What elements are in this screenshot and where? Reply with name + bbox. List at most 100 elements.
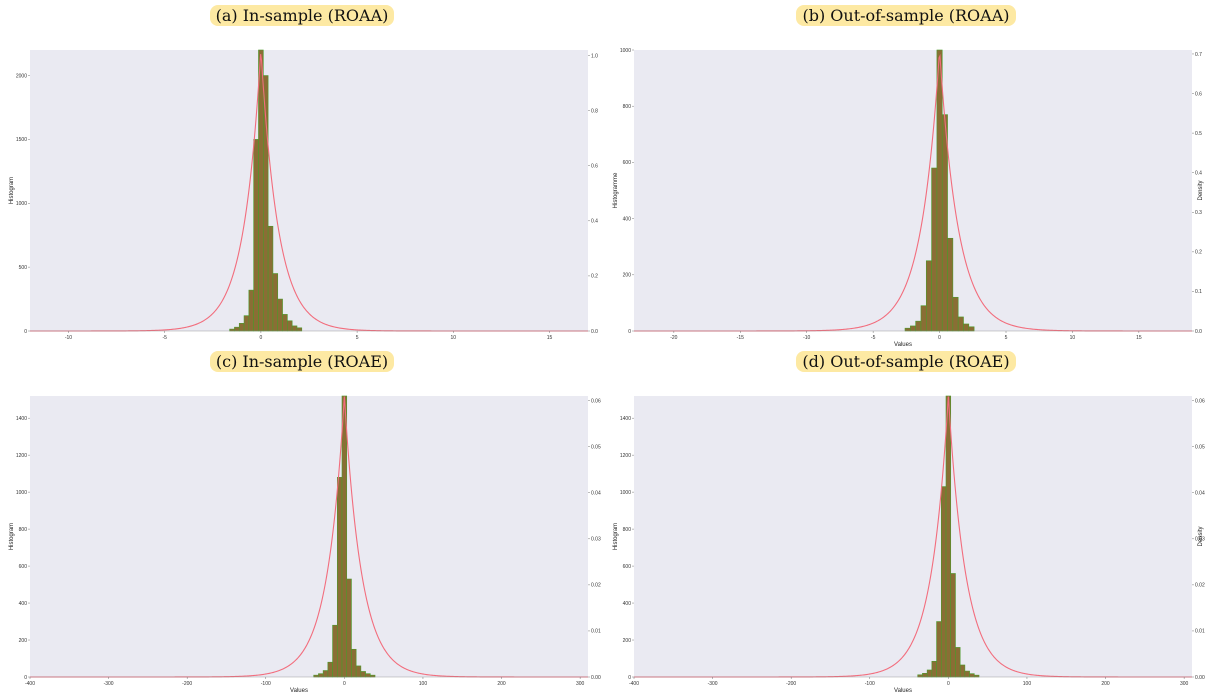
y-tick-label: 1000: [16, 490, 27, 496]
y2-tick-label: 0.0: [1195, 329, 1202, 335]
y-axis-label: Histogram: [9, 177, 15, 204]
plot-area: [634, 396, 1192, 677]
x-axis-label: Values: [290, 688, 308, 692]
y2-tick-label: 1.0: [591, 53, 598, 59]
panel-d: (d) Out-of-sample (ROAE) -400 -300 -200 -10…: [604, 346, 1208, 692]
x-axis-label: Values: [894, 342, 912, 346]
x-axis-label: Values: [894, 688, 912, 692]
x-tick-label: -100: [865, 681, 875, 687]
y-axis-label: Histogram: [9, 523, 15, 550]
y-tick-label: 400: [623, 216, 632, 222]
histogram-bar-7: [950, 573, 956, 678]
x-tick-label: -20: [670, 335, 677, 341]
histogram-bar-2: [926, 669, 933, 678]
y-tick-label: 1400: [16, 416, 27, 422]
y-tick-label: 400: [19, 601, 28, 607]
caption-d: (d) Out-of-sample (ROAE): [796, 351, 1016, 372]
y-tick-label: 600: [623, 160, 632, 166]
x-tick-label: -5: [871, 335, 876, 341]
y2-tick-label: 0.4: [1195, 170, 1202, 176]
x-tick-label: 0: [947, 681, 950, 687]
y2-tick-label: 0.7: [1195, 52, 1202, 58]
y-tick-label: 2000: [16, 73, 27, 79]
y-tick-label: 1000: [620, 490, 631, 496]
histogram-bar-11: [963, 323, 970, 332]
caption-b: (b) Out-of-sample (ROAA): [796, 5, 1016, 26]
histogram-bar-12: [370, 674, 376, 678]
histogram-bar-8: [267, 225, 274, 332]
histogram-bar-2: [238, 323, 245, 332]
x-tick-label: 15: [1136, 335, 1142, 341]
y-tick-label: 1400: [620, 416, 631, 422]
histogram-bar-6: [945, 395, 952, 678]
y2-tick-label: 0.06: [591, 398, 601, 404]
y2-tick-label: 0.6: [1195, 91, 1202, 97]
x-tick-label: -15: [737, 335, 744, 341]
histogram-bar-9: [952, 296, 959, 332]
y-tick-label: 1200: [620, 453, 631, 459]
histogram-bar-8: [947, 237, 954, 332]
y-tick-label: 1000: [16, 201, 27, 207]
histogram-bar-4: [925, 260, 932, 332]
histogram-bar-8: [955, 647, 961, 678]
y-tick-label: 800: [19, 527, 28, 533]
histogram-bar-5: [253, 139, 259, 332]
y-tick-label: 500: [19, 265, 28, 271]
x-tick-label: 0: [260, 335, 263, 341]
panel-a: (a) In-sample (ROAA) -10 -5 0 5 10 15 0 500 1000…: [0, 0, 604, 346]
y-tick-label: 800: [623, 104, 632, 110]
caption-a: (a) In-sample (ROAA): [209, 5, 395, 26]
y-tick-label: 1200: [16, 453, 27, 459]
histogram-bar-4: [936, 621, 942, 678]
x-tick-label: -300: [708, 681, 718, 687]
x-tick-label: -10: [803, 335, 810, 341]
histogram-bar-10: [360, 671, 366, 678]
x-tick-label: 0: [343, 681, 346, 687]
histogram-bar-12: [968, 326, 975, 332]
histogram-bar-10: [277, 298, 283, 332]
histogram-bar-11: [969, 673, 975, 678]
x-tick-label: 15: [547, 335, 553, 341]
histogram-bar-0: [904, 327, 911, 332]
histogram-bar-4: [332, 624, 338, 678]
y2-tick-label: 0.02: [591, 583, 601, 589]
histogram-bar-11: [282, 314, 288, 332]
x-tick-label: 100: [419, 681, 428, 687]
histogram-bar-10: [964, 670, 970, 678]
plot-area: [634, 50, 1192, 331]
y2-tick-label: 0.5: [1195, 131, 1202, 137]
histogram-bar-2: [915, 320, 922, 332]
y-tick-label: 0: [24, 675, 27, 681]
histogram-bar-9: [355, 665, 362, 678]
histogram-bar-1: [922, 673, 928, 678]
y-axis-label: Histogramme: [613, 172, 619, 208]
y2-tick-label: 0.03: [1195, 537, 1205, 543]
x-tick-label: 100: [1023, 681, 1032, 687]
histogram-bar-3: [243, 315, 250, 332]
histogram-bar-13: [291, 325, 298, 332]
y-tick-label: 200: [623, 273, 632, 279]
y-tick-label: 0: [628, 329, 631, 335]
histogram-bar-7: [346, 578, 352, 678]
histogram-bar-6: [341, 395, 348, 678]
y-tick-label: 0: [628, 675, 631, 681]
y2-tick-label: 0.01: [591, 629, 601, 635]
histogram-bar-9: [959, 664, 966, 678]
x-tick-label: 10: [1070, 335, 1076, 341]
y2-tick-label: 0.1: [1195, 289, 1202, 295]
x-tick-label: -5: [162, 335, 167, 341]
histogram-bar-12: [974, 674, 980, 678]
plot-area: [30, 396, 588, 677]
chart-c: -400 -300 -200 -100 0 100 200 300 0 200 400 600 800 1…: [9, 395, 601, 692]
y2-tick-label: 0.4: [591, 219, 598, 225]
y-tick-label: 1000: [620, 48, 631, 54]
histogram-bar-1: [910, 325, 916, 332]
x-tick-label: 0: [938, 335, 941, 341]
y2-tick-label: 0.0: [591, 329, 598, 335]
histogram-bar-11: [365, 673, 371, 678]
caption-c: (c) In-sample (ROAE): [209, 351, 395, 372]
y2-axis-label: Density: [1198, 180, 1204, 200]
x-tick-label: -200: [182, 681, 192, 687]
histogram-bar-0: [313, 674, 319, 678]
x-tick-label: -10: [65, 335, 72, 341]
